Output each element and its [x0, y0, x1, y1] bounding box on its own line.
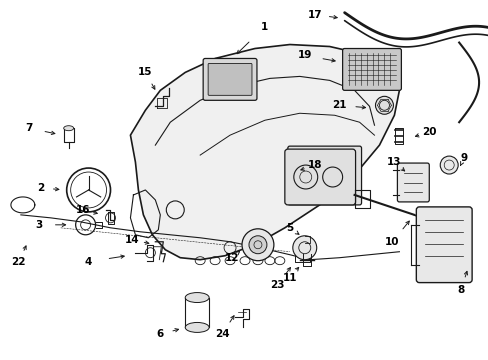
FancyBboxPatch shape — [203, 58, 256, 100]
Text: 10: 10 — [385, 237, 399, 247]
Text: 9: 9 — [460, 153, 467, 163]
FancyBboxPatch shape — [397, 163, 428, 202]
FancyBboxPatch shape — [293, 152, 355, 199]
Text: 11: 11 — [282, 273, 297, 283]
Circle shape — [439, 156, 457, 174]
FancyBboxPatch shape — [287, 146, 361, 205]
Circle shape — [375, 96, 393, 114]
FancyBboxPatch shape — [208, 63, 251, 95]
Ellipse shape — [63, 126, 74, 131]
Text: 24: 24 — [214, 329, 229, 339]
Text: 7: 7 — [25, 123, 33, 133]
Ellipse shape — [185, 323, 209, 332]
Text: 17: 17 — [307, 10, 322, 20]
FancyBboxPatch shape — [415, 207, 471, 283]
Text: 8: 8 — [457, 284, 464, 294]
Circle shape — [242, 229, 273, 261]
Circle shape — [248, 236, 266, 254]
Text: 22: 22 — [12, 257, 26, 267]
Text: 19: 19 — [297, 50, 311, 60]
Text: 5: 5 — [285, 223, 293, 233]
Polygon shape — [130, 45, 399, 260]
Text: 12: 12 — [224, 253, 239, 263]
Text: 21: 21 — [332, 100, 346, 110]
Text: 1: 1 — [261, 22, 268, 32]
Text: 2: 2 — [37, 183, 44, 193]
Text: 14: 14 — [125, 235, 140, 245]
FancyBboxPatch shape — [342, 49, 401, 90]
FancyBboxPatch shape — [285, 149, 355, 205]
Circle shape — [292, 236, 316, 260]
Text: 15: 15 — [138, 67, 152, 77]
Text: 3: 3 — [35, 220, 42, 230]
Text: 6: 6 — [156, 329, 163, 339]
Text: 18: 18 — [307, 160, 321, 170]
Text: 4: 4 — [85, 257, 92, 267]
Text: 20: 20 — [421, 127, 436, 137]
Ellipse shape — [185, 293, 209, 302]
Text: 13: 13 — [386, 157, 401, 167]
Text: 23: 23 — [270, 280, 285, 289]
Text: 16: 16 — [75, 205, 90, 215]
